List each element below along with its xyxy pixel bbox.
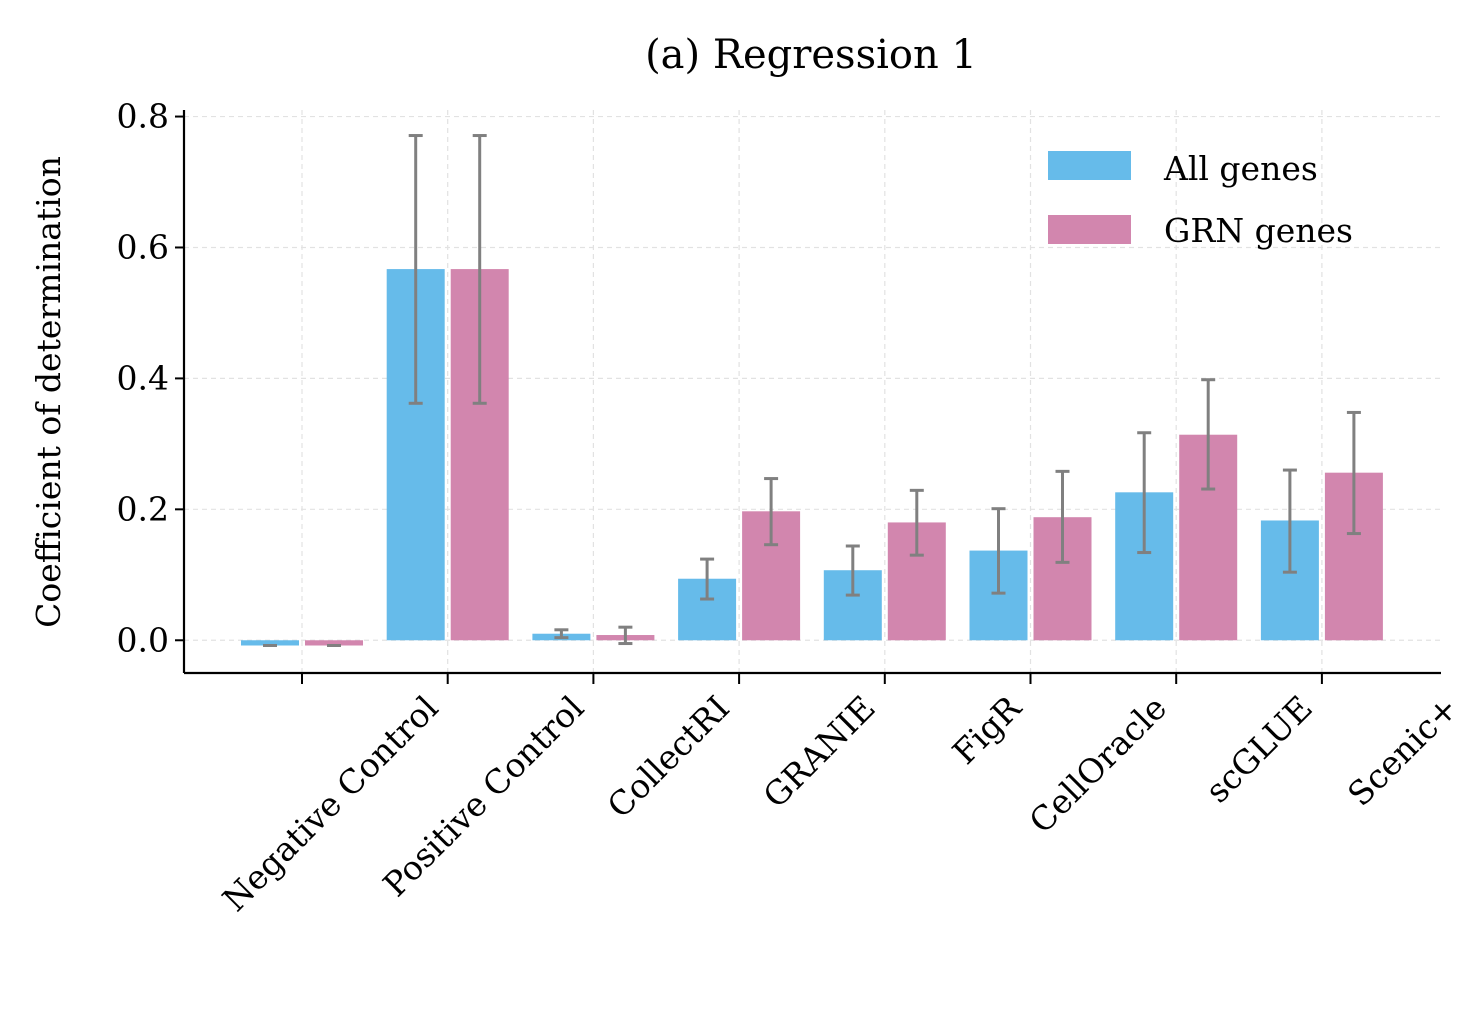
bar-all-genes-negative-control (241, 640, 299, 646)
x-tick-label-scglue: scGLUE (1198, 688, 1320, 810)
axes (182, 110, 1441, 675)
grid-lines (184, 110, 1441, 673)
bars-group (241, 269, 1383, 646)
legend-swatch-grn-genes (1048, 215, 1131, 244)
x-tick-label-scenic: Scenic+ (1340, 688, 1466, 814)
legend-label-grn-genes: GRN genes (1164, 211, 1353, 250)
y-tick-label-0: 0.0 (117, 620, 169, 659)
legend-label-all-genes: All genes (1163, 149, 1318, 188)
y-ticks: 0.0 0.2 0.4 0.6 0.8 (117, 97, 184, 659)
x-tick-label-granie: GRANIE (755, 688, 882, 815)
y-tick-label-2: 0.4 (117, 358, 169, 397)
y-tick-label-4: 0.8 (117, 97, 169, 136)
y-tick-label-1: 0.2 (117, 489, 169, 528)
legend: All genes GRN genes (1048, 149, 1353, 250)
chart-title: (a) Regression 1 (645, 32, 977, 78)
bar-grn-genes-negative-control (305, 640, 363, 646)
x-tick-label-figr: FigR (945, 687, 1030, 772)
error-bars-group (263, 134, 1361, 648)
y-tick-label-3: 0.6 (117, 227, 169, 266)
legend-swatch-all-genes (1048, 151, 1131, 180)
x-tick-label-collectri: CollectRI (600, 688, 737, 825)
x-tick-label-celloracle: CellOracle (1021, 688, 1174, 841)
y-axis-label: Coefficient of determination (29, 156, 68, 628)
